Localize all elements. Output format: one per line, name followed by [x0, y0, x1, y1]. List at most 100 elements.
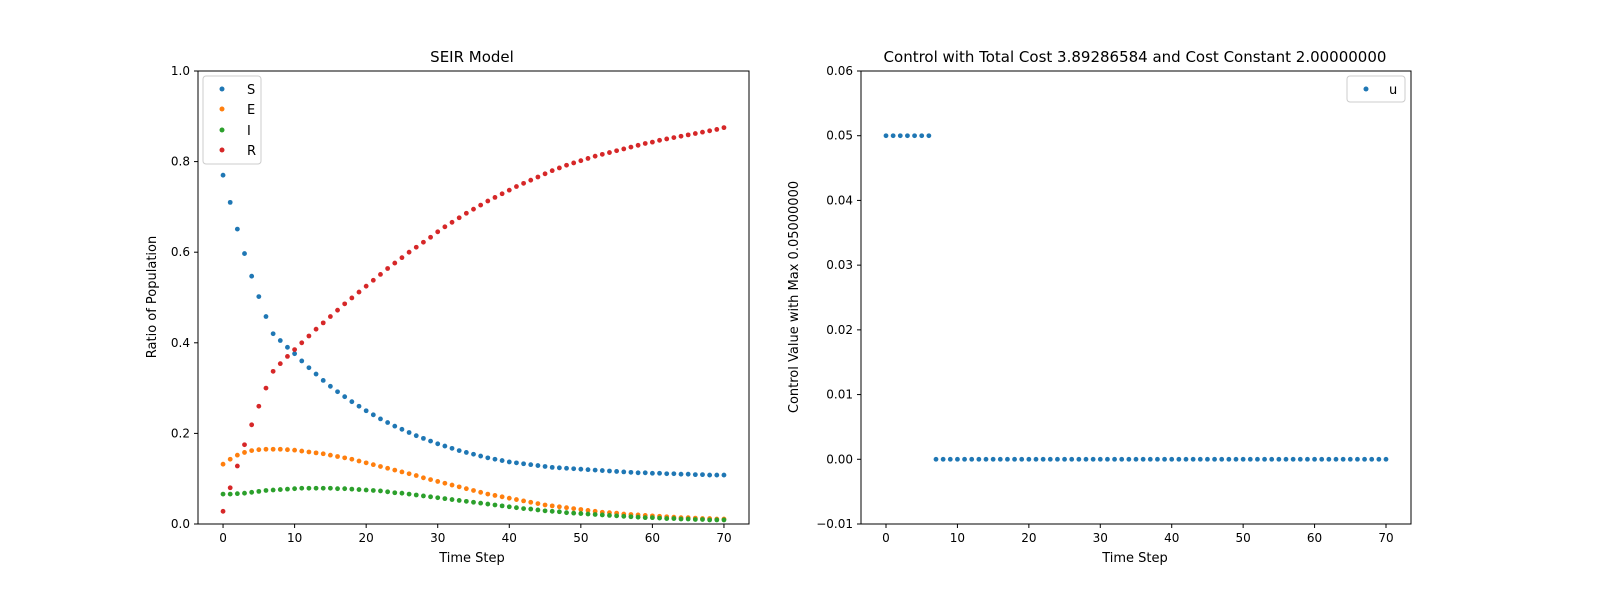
point-e [378, 464, 383, 469]
y-axis-label: Control Value with Max 0.05000000 [787, 181, 802, 413]
legend-marker-i [219, 127, 225, 133]
plot-frame [860, 70, 1412, 525]
point-r [370, 277, 376, 283]
point-e [349, 456, 355, 462]
point-i [599, 512, 605, 518]
point-u [1240, 456, 1246, 462]
point-r [678, 133, 684, 139]
point-s [335, 389, 340, 395]
point-s [578, 466, 584, 472]
point-i [435, 495, 441, 501]
legend: S E I R [202, 75, 262, 165]
point-s [442, 443, 448, 449]
point-u [1383, 456, 1389, 462]
y-tick-label: −0.01 [816, 517, 853, 531]
seir-points [220, 125, 727, 523]
point-i [535, 507, 541, 513]
point-r [385, 266, 391, 271]
point-u [1033, 456, 1039, 462]
y-tick-label: 0.06 [826, 64, 853, 78]
point-u [1269, 456, 1275, 462]
point-r [585, 156, 591, 161]
point-u [1376, 456, 1382, 462]
legend-label-r: R [247, 144, 256, 159]
point-u [983, 456, 989, 462]
x-tick-label: 10 [950, 531, 965, 545]
x-tick-label: 60 [645, 531, 660, 545]
point-s [406, 430, 412, 435]
point-e [435, 479, 441, 484]
x-axis-label: Time Step [1101, 551, 1168, 566]
point-u [1340, 456, 1346, 462]
point-r [320, 320, 326, 326]
legend-marker-u [1363, 86, 1369, 92]
point-r [349, 295, 355, 301]
point-i [406, 491, 412, 497]
point-r [642, 141, 648, 146]
point-s [299, 358, 305, 364]
point-i [306, 485, 312, 491]
point-u [1369, 456, 1375, 462]
point-u [997, 456, 1003, 462]
point-s [220, 172, 226, 178]
point-e [578, 507, 584, 512]
point-r [535, 174, 541, 180]
point-i [657, 515, 662, 521]
control-chart: Control with Total Cost 3.89286584 and C… [787, 48, 1412, 566]
point-u [1105, 456, 1110, 462]
point-r [635, 142, 641, 148]
point-i [578, 511, 584, 516]
x-tick-label: 50 [1236, 531, 1251, 545]
point-i [635, 514, 641, 520]
point-r [234, 463, 240, 469]
point-e [270, 446, 276, 452]
point-s [249, 273, 255, 279]
chart-title: SEIR Model [430, 48, 514, 66]
point-u [976, 456, 982, 462]
point-r [685, 132, 691, 138]
point-u [905, 133, 910, 139]
point-e [306, 449, 312, 455]
point-e [585, 508, 591, 513]
point-u [1247, 456, 1253, 462]
point-u [933, 456, 939, 462]
point-r [285, 353, 290, 359]
y-tick-label: 0.8 [171, 155, 190, 169]
point-e [492, 493, 498, 498]
point-u [1197, 456, 1203, 462]
point-r [270, 368, 276, 374]
point-i [592, 512, 598, 517]
point-i [506, 504, 512, 510]
point-i [342, 486, 348, 492]
point-r [335, 307, 340, 313]
y-axis-ticks: −0.01 0.00 0.01 0.02 0.03 0.04 0.05 0.06 [816, 64, 861, 531]
point-i [392, 490, 398, 496]
point-s [678, 471, 684, 477]
point-i [542, 508, 548, 514]
x-tick-label: 0 [882, 531, 890, 545]
y-tick-label: 0.01 [826, 388, 853, 402]
point-u [890, 133, 896, 139]
point-r [306, 333, 312, 339]
point-u [897, 133, 903, 139]
point-u [1069, 456, 1075, 462]
point-r [413, 244, 419, 250]
point-u [1362, 456, 1367, 462]
point-u [1347, 456, 1353, 462]
point-i [363, 487, 369, 493]
point-i [556, 509, 562, 515]
point-u [1005, 456, 1010, 462]
point-i [707, 517, 713, 523]
x-axis-label: Time Step [438, 551, 505, 566]
point-i [370, 488, 376, 493]
point-e [234, 452, 240, 458]
point-i [671, 516, 677, 521]
legend-label-e: E [247, 103, 255, 118]
point-e [556, 504, 562, 510]
point-r [421, 239, 426, 245]
point-u [919, 133, 925, 139]
point-s [542, 464, 548, 469]
point-i [621, 513, 627, 519]
point-i [485, 501, 491, 507]
point-e [342, 455, 348, 461]
